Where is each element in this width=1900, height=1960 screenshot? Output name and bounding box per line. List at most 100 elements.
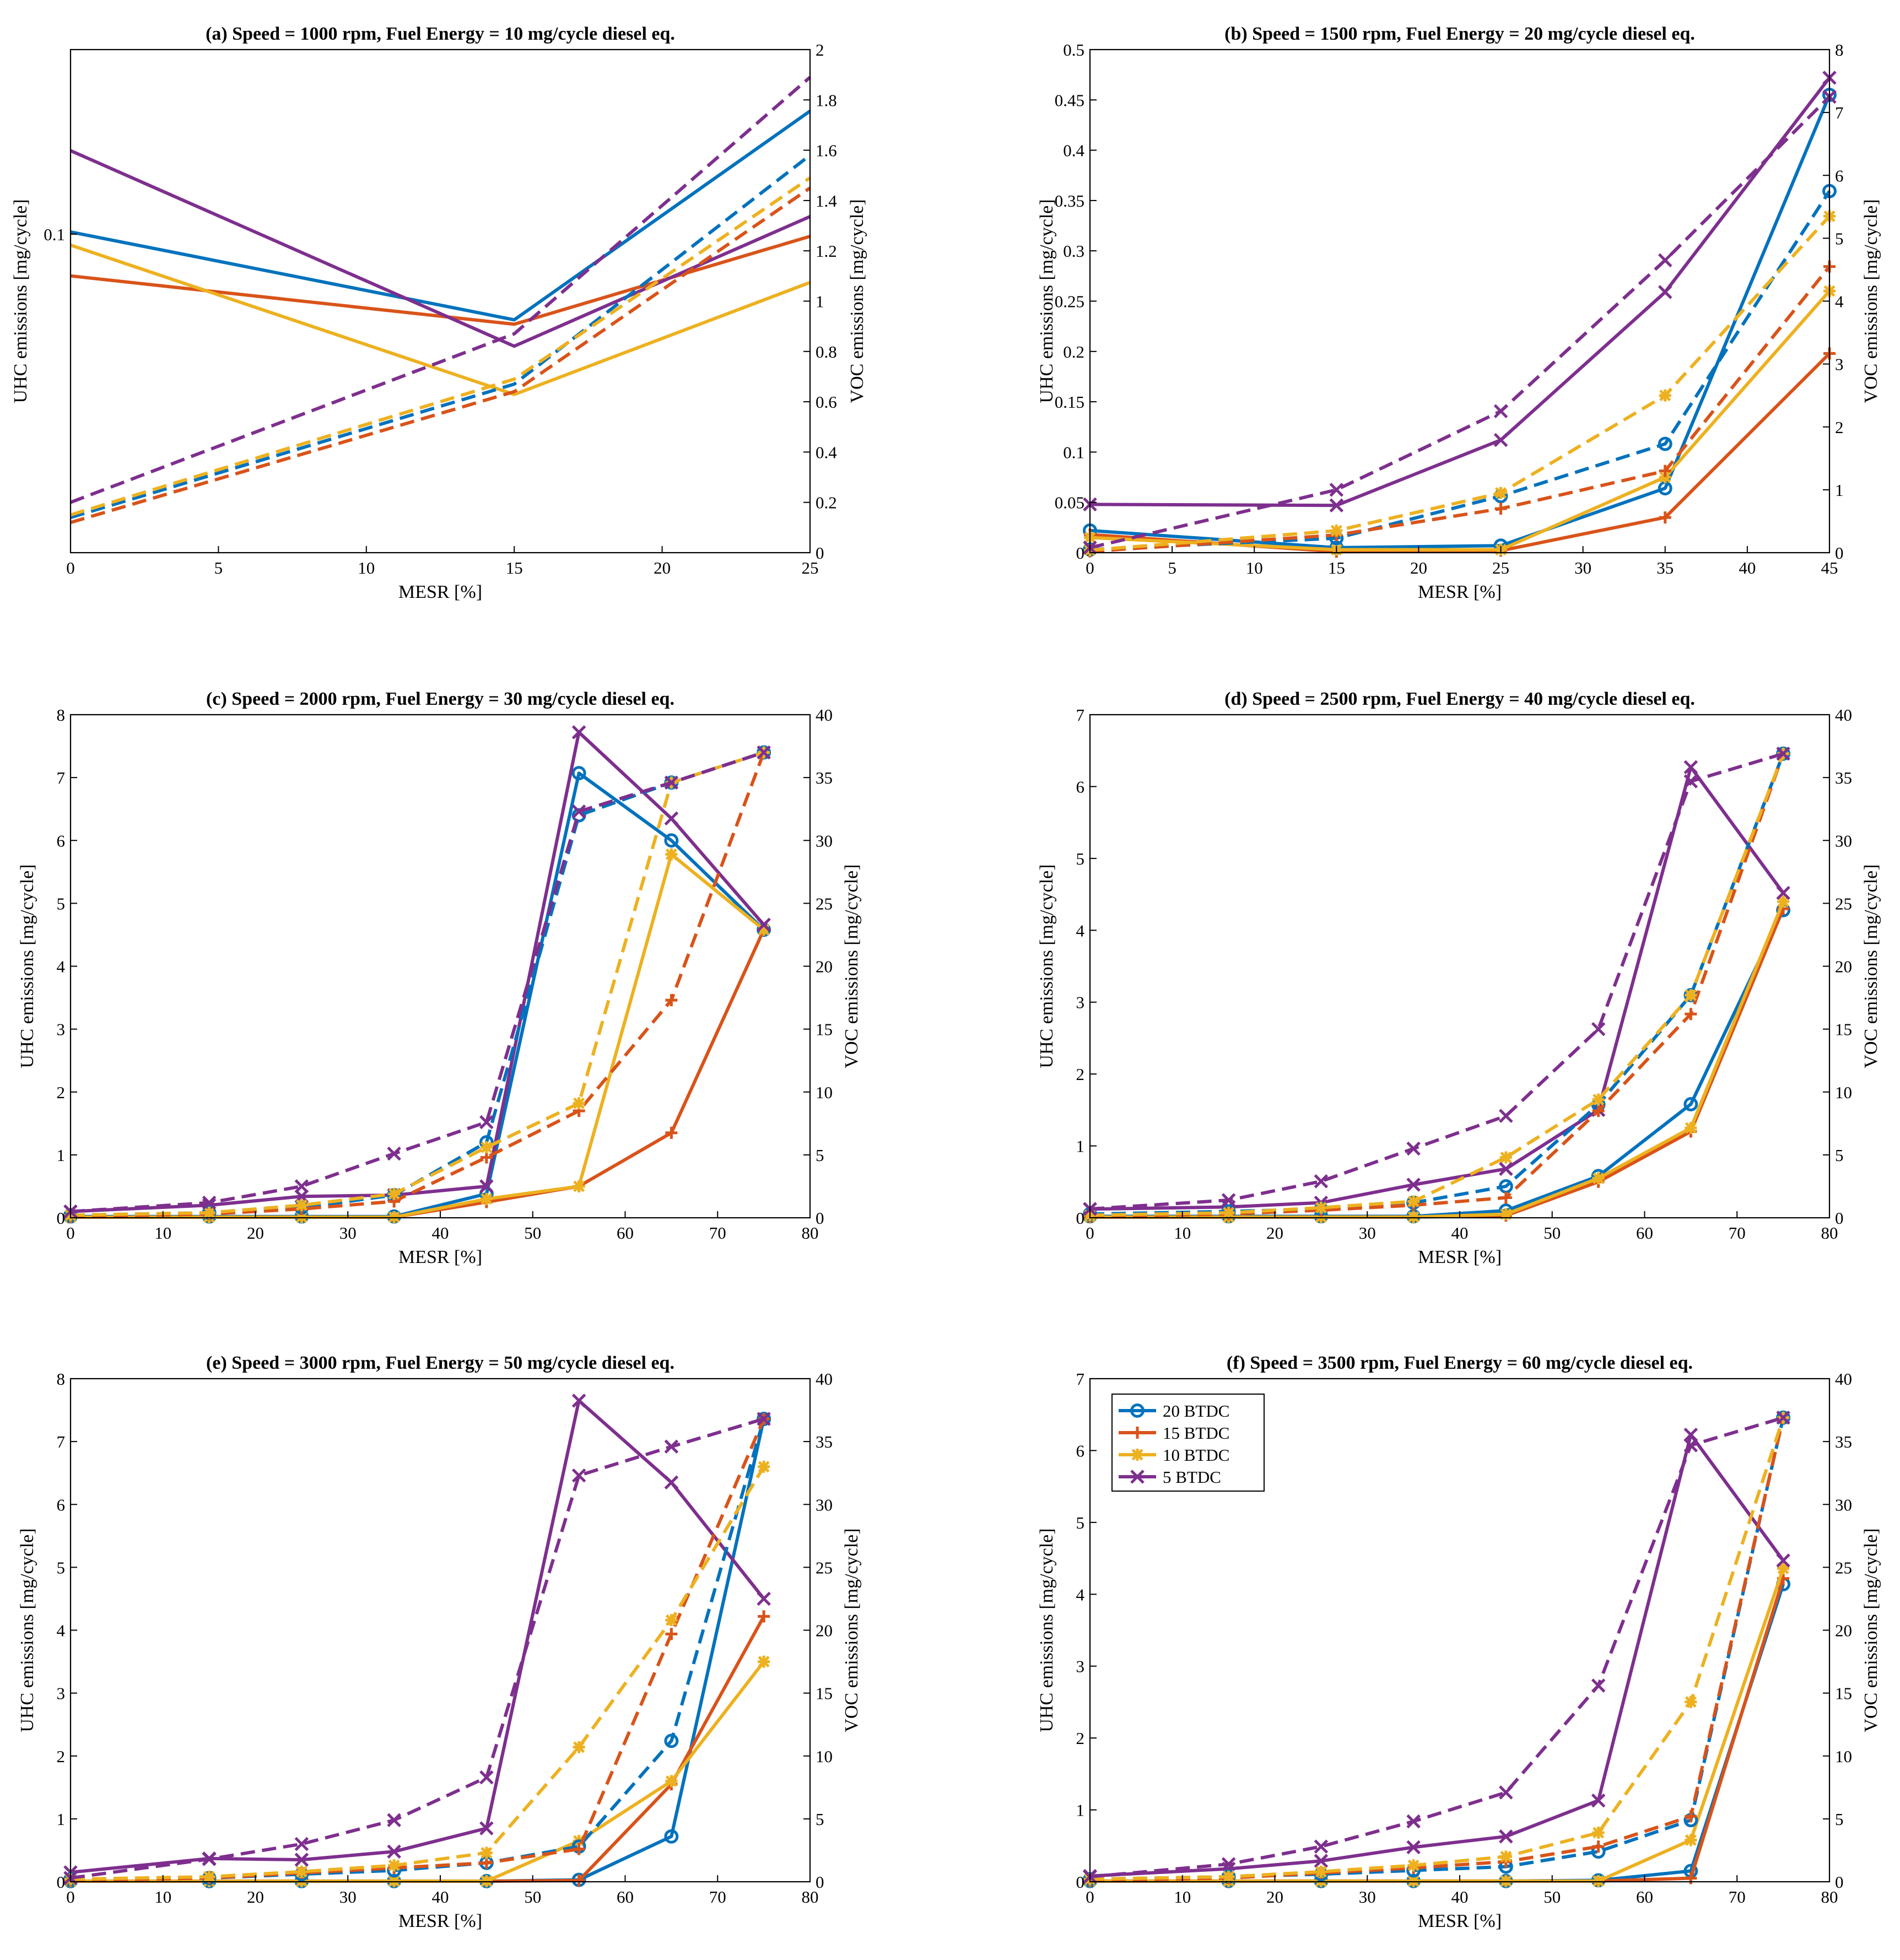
panel-e-x-tick-label: 0 — [66, 1887, 75, 1907]
panel-e-voc-series-15-btdc-point-6 — [665, 1628, 678, 1640]
panel-c-y2-tick-label: 25 — [816, 894, 833, 913]
legend-entry-15-btdc-marker-shape — [1131, 1427, 1143, 1439]
panel-d-voc-series-5-btdc-point-1 — [1221, 1193, 1236, 1207]
panel-b-uhc-series-5-btdc-point-3-shape — [1658, 285, 1672, 299]
panel-e-voc-series-10-btdc-point-7-shape — [758, 1460, 770, 1473]
panel-e-uhc-series-10-btdc-point-3-shape — [388, 1875, 401, 1887]
panel-b-voc-series-15-btdc-point-3 — [1659, 465, 1671, 477]
panel-f-uhc-series-5-btdc-point-5-shape — [1591, 1793, 1606, 1808]
panel-f-voc-series-15-btdc-point-6 — [1685, 1810, 1697, 1823]
panel-c-x-tick-label: 60 — [617, 1223, 634, 1243]
panel-f-voc-series-15-btdc-point-6-shape — [1685, 1810, 1697, 1823]
panel-b-y-tick-label: 0.05 — [1055, 493, 1084, 512]
panel-e-uhc-series-15-btdc-point-7-shape — [758, 1610, 770, 1623]
panel-d-y2-tick-label: 25 — [1835, 894, 1852, 913]
panel-d-voc-series-10-btdc-line — [1089, 753, 1785, 1217]
panel-d-y-tick-label: 1 — [1076, 1137, 1085, 1156]
panel-d-voc-series-5-btdc-point-2 — [1314, 1174, 1329, 1189]
panel-c-uhc-series-10-btdc-point-5 — [573, 1180, 585, 1192]
panel-c-voc-series-10-btdc-point-1 — [203, 1206, 215, 1219]
panel-c-uhc-series-10-btdc-point-4 — [480, 1192, 493, 1205]
panel-f-uhc-series-10-btdc-point-3 — [1407, 1875, 1420, 1887]
panel-c-x-tick-label: 20 — [247, 1223, 264, 1243]
panel-b-voc-series-5-btdc-point-2 — [1493, 404, 1508, 418]
panel-d-voc-series-15-btdc-point-4 — [1499, 1191, 1512, 1204]
panel-b-x-tick-label: 10 — [1246, 558, 1263, 577]
panel-c-uhc-series-20-btdc-point-5 — [571, 766, 586, 781]
panel-f-voc-series-5-btdc-point-7-shape — [1776, 1410, 1790, 1425]
panel-b-x-tick-label: 25 — [1492, 558, 1509, 577]
panel-e-x-tick-label: 80 — [802, 1887, 819, 1907]
panel-b-uhc-series-15-btdc-point-3-shape — [1659, 511, 1671, 524]
panel-e-y-tick-label: 0 — [57, 1872, 66, 1892]
panel-c-y2-axis-label: VOC emissions [mg/cycle] — [841, 864, 862, 1068]
panel-b-uhc-series-5-btdc-point-2-shape — [1493, 433, 1508, 447]
panel-a: 0 5 10 15 20 25 0.1 0 0.2 0.4 0.6 0.8 1 1.2 1.4 1.6 1.8 2… — [10, 24, 867, 602]
panel-e-uhc-series-15-btdc-point-5-shape — [573, 1874, 585, 1887]
panel-f-voc-series-5-btdc-point-4 — [1499, 1785, 1513, 1800]
panel-c-voc-series-5-btdc-point-4 — [479, 1115, 494, 1130]
panel-f-uhc-series-10-btdc-point-7 — [1777, 1562, 1790, 1575]
panel-f-voc-series-10-btdc-point-5-shape — [1592, 1826, 1605, 1839]
panel-e-voc-series-10-btdc-point-4 — [480, 1846, 493, 1859]
panel-b-voc-series-10-btdc-point-1 — [1330, 525, 1343, 537]
panel-b-y2-tick-label: 7 — [1835, 103, 1844, 122]
panel-e-voc-series-20-btdc-point-6 — [664, 1734, 679, 1748]
panel-c-voc-series-5-btdc-point-5 — [571, 804, 586, 819]
panel-c-x-axis-label: MESR [%] — [398, 1247, 482, 1267]
panel-c-voc-series-5-btdc-point-7-shape — [757, 745, 771, 760]
panel-b-x-tick-label: 30 — [1574, 558, 1591, 577]
panel-e-y2-tick-label: 20 — [816, 1621, 833, 1640]
panel-f-x-tick-label: 30 — [1359, 1887, 1376, 1907]
panel-e-x-tick-label: 40 — [432, 1887, 449, 1907]
panel-f-voc-series-5-btdc-point-3 — [1406, 1814, 1421, 1829]
panel-f-y2-tick-label: 5 — [1835, 1810, 1844, 1829]
panel-d-uhc-series-10-btdc-point-6-shape — [1685, 1121, 1697, 1134]
panel-b-y2-tick-label: 4 — [1835, 292, 1844, 311]
panel-a-y-axis-label: UHC emissions [mg/cycle] — [10, 199, 31, 403]
panel-c-voc-series-10-btdc-point-2-shape — [295, 1199, 308, 1212]
panel-c-uhc-series-10-btdc-line — [71, 852, 765, 1219]
panel-b-voc-series-5-btdc-point-1 — [1329, 483, 1344, 497]
panel-b-x-tick-label: 20 — [1410, 558, 1427, 577]
panel-f-voc-series-5-btdc-point-6-shape — [1683, 1438, 1698, 1453]
panel-b-y2-tick-label: 8 — [1835, 40, 1844, 60]
panel-d: 0 10 20 30 40 50 60 70 8001234567051015202530354… — [1037, 689, 1881, 1267]
panel-d-voc-series-15-btdc-point-4-shape — [1499, 1191, 1512, 1204]
panel-d-y-axis-label: UHC emissions [mg/cycle] — [1037, 864, 1057, 1068]
legend-entry-15-btdc-marker — [1131, 1427, 1143, 1439]
panel-b-uhc-series-10-btdc-point-3 — [1659, 471, 1671, 484]
panel-e-uhc-series-5-btdc-point-7 — [757, 1591, 771, 1606]
panel-f-uhc-series-10-btdc-point-7-shape — [1777, 1562, 1790, 1575]
panel-d-uhc-series-5-btdc-point-6 — [1683, 760, 1698, 774]
panel-e-y2-tick-label: 0 — [816, 1872, 824, 1892]
legend-entry-20-btdc-marker-shape — [1130, 1403, 1145, 1418]
panel-c-uhc-series-10-btdc-point-2 — [295, 1211, 308, 1223]
panel-a-x-tick-label: 15 — [506, 558, 523, 577]
panel-f-voc-series-10-btdc-point-6 — [1685, 1696, 1697, 1708]
panel-e-voc-series-20-btdc-point-6-shape — [664, 1734, 679, 1748]
panel-b-y-tick-label: 0.25 — [1055, 292, 1084, 311]
panel-e-voc-series-5-btdc-point-7 — [757, 1412, 771, 1426]
panel-d-voc-series-15-btdc-point-6 — [1685, 1008, 1697, 1021]
panel-f-voc-series-5-btdc-point-3-shape — [1406, 1814, 1421, 1829]
panel-b-x-tick-label: 35 — [1656, 558, 1674, 577]
panel-e-uhc-series-5-btdc-point-5-shape — [571, 1394, 586, 1408]
legend-entry-20-btdc-marker — [1130, 1403, 1145, 1418]
panel-e-y2-tick-label: 10 — [816, 1747, 833, 1766]
panel-a-y2-tick-label: 0.6 — [816, 392, 837, 412]
panel-b-uhc-series-15-btdc-point-3 — [1659, 511, 1671, 524]
panel-a-y2-tick-label: 0.2 — [816, 493, 837, 512]
panel-f-x-tick-label: 50 — [1543, 1887, 1561, 1907]
panel-e-uhc-series-5-btdc-point-3 — [387, 1844, 401, 1859]
panel-c-uhc-series-15-btdc-point-6-shape — [665, 1126, 678, 1139]
panel-e-voc-series-10-btdc-point-1-shape — [203, 1870, 215, 1883]
panel-e-voc-series-5-btdc-point-3-shape — [387, 1813, 401, 1827]
panel-c-y2-tick-label: 40 — [816, 705, 833, 725]
panel-e-uhc-series-5-btdc-point-3-shape — [387, 1844, 401, 1859]
panel-c-y-axis-label: UHC emissions [mg/cycle] — [17, 864, 37, 1068]
panel-b-uhc-series-5-btdc-point-1-shape — [1329, 498, 1344, 512]
panel-b-uhc-series-5-btdc-point-1 — [1329, 498, 1344, 512]
panel-e-x-tick-label: 60 — [617, 1887, 634, 1907]
panel-f-voc-series-5-btdc-point-1-shape — [1221, 1857, 1236, 1871]
